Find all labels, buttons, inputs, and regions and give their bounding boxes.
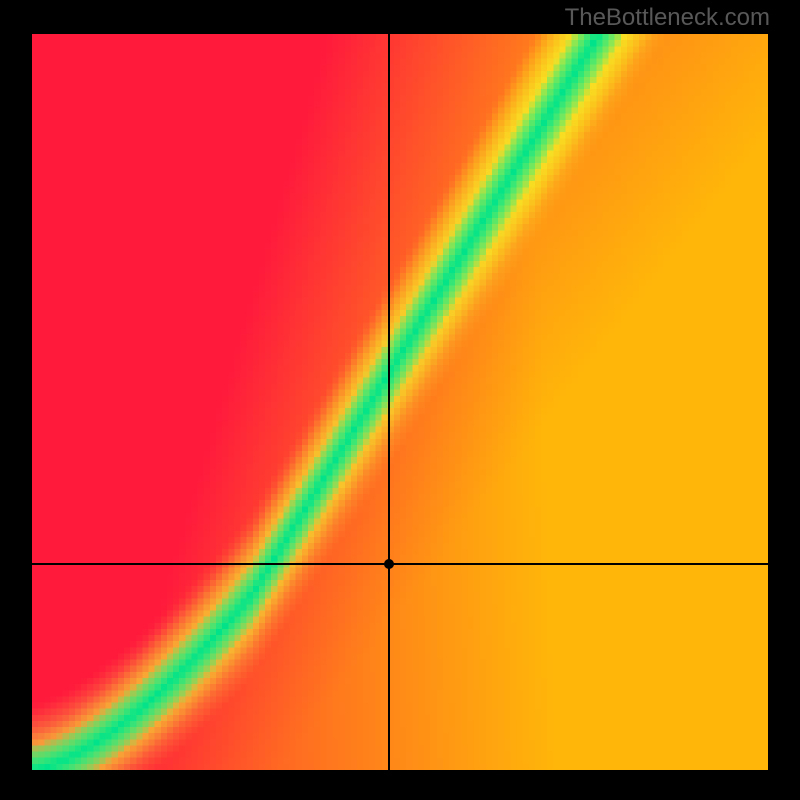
- marker-dot: [384, 559, 394, 569]
- heatmap-canvas: [32, 34, 768, 770]
- chart-container: TheBottleneck.com: [0, 0, 800, 800]
- horizontal-crosshair: [32, 563, 768, 565]
- vertical-crosshair: [388, 34, 390, 770]
- watermark-text: TheBottleneck.com: [565, 4, 770, 32]
- heatmap-plot-area: [32, 34, 768, 770]
